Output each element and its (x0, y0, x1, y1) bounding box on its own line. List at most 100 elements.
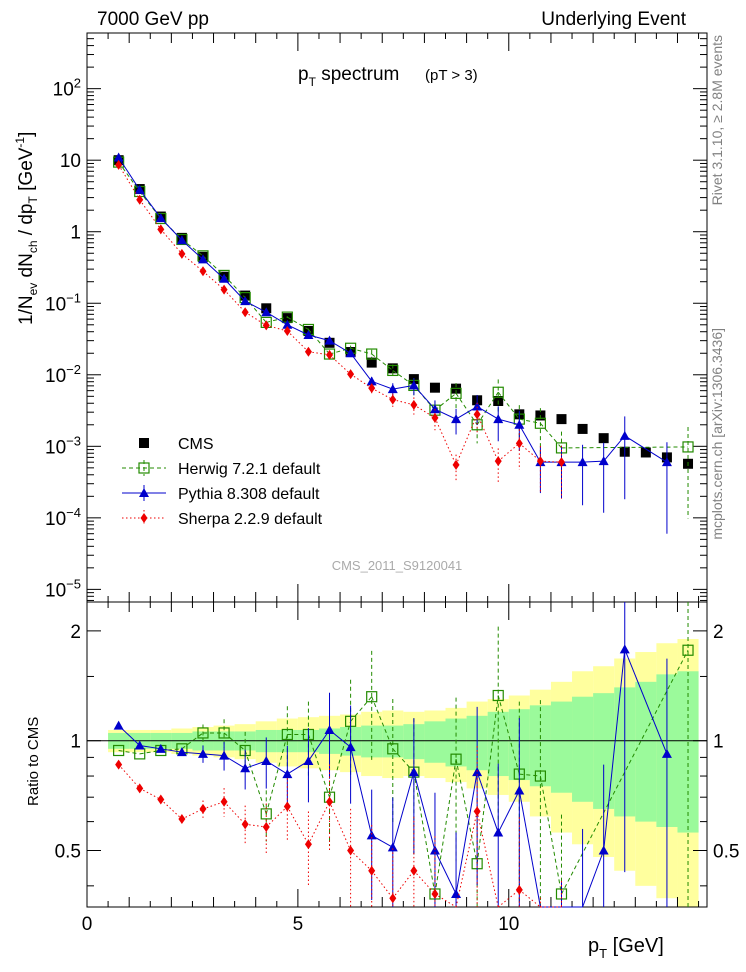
y-tick-label-main: 10−3 (45, 433, 81, 458)
band-green (361, 725, 383, 758)
series-line (434, 417, 457, 466)
data-point (661, 748, 672, 758)
series-line (455, 811, 478, 908)
main-series-pythia (113, 152, 672, 534)
data-point (534, 417, 547, 429)
series-line (139, 189, 162, 219)
y-tick-label-main: 102 (53, 76, 81, 101)
series-line (476, 414, 499, 462)
data-point (197, 727, 209, 739)
series-line (540, 422, 562, 449)
series-line (519, 773, 541, 777)
data-point (303, 329, 314, 339)
series-line (118, 164, 141, 200)
data-point (303, 755, 314, 765)
data-point (492, 689, 504, 702)
series-line (371, 353, 394, 371)
series-line (624, 435, 668, 463)
series-line (329, 354, 351, 375)
series-line (244, 297, 267, 323)
series-line (497, 442, 520, 462)
data-point (368, 383, 376, 394)
main-series-sherpa (115, 159, 565, 499)
y-tick-label-main: 10−4 (45, 505, 81, 530)
data-point (451, 414, 462, 424)
series-line (181, 808, 204, 820)
series-line (539, 775, 562, 895)
data-point (492, 386, 504, 398)
series-line (497, 889, 520, 908)
data-point (199, 266, 207, 277)
series-line (286, 806, 309, 845)
data-point (197, 254, 208, 264)
data-point (408, 380, 419, 390)
series-line (392, 771, 415, 848)
data-point (366, 830, 377, 840)
data-point (155, 743, 166, 753)
series-line (519, 418, 541, 424)
data-point (324, 724, 335, 734)
series-line (202, 801, 225, 810)
data-point (366, 691, 378, 703)
series-line (223, 801, 246, 825)
data-point (368, 865, 376, 876)
data-point (598, 845, 609, 855)
data-point (429, 382, 440, 393)
data-point (410, 865, 418, 876)
data-point (240, 296, 251, 306)
data-point (262, 821, 270, 832)
series-line (266, 316, 288, 323)
legend-marker (140, 513, 148, 523)
data-point (282, 319, 293, 329)
data-point (115, 759, 123, 770)
series-line (392, 748, 415, 773)
data-point (534, 770, 547, 782)
data-point (281, 728, 293, 741)
series-line (118, 157, 141, 191)
data-point (178, 248, 186, 259)
legend: CMS Herwig 7.2.1 default Pythia 8.308 defa… (122, 436, 323, 528)
data-point (619, 430, 630, 440)
x-tick-label: 10 (498, 914, 519, 935)
header-left: 7000 GeV pp (97, 9, 209, 30)
data-point (178, 813, 186, 824)
data-point (219, 750, 230, 760)
series-line (118, 764, 141, 789)
data-point (345, 348, 356, 358)
series-line (223, 275, 246, 298)
series-line (350, 347, 372, 355)
series-line (624, 649, 668, 755)
axes: 10−5 10−4 10−3 10−2 10−1 1 10 102 0.5 0.5 1 1 2 2 0 5 10 (45, 32, 739, 935)
data-point (134, 184, 145, 194)
data-point (473, 806, 481, 817)
legend-label: Sherpa 2.2.9 default (178, 511, 323, 528)
data-point (472, 401, 483, 411)
band-green (593, 693, 615, 809)
y-tick-label-main: 10−5 (45, 576, 81, 601)
data-point (240, 290, 251, 301)
y-tick-label-main: 1 (70, 223, 81, 244)
series-line (603, 435, 626, 462)
series-line (582, 850, 605, 908)
series-line (413, 870, 436, 895)
data-point (220, 796, 228, 807)
series-line (455, 414, 478, 466)
legend-label: CMS (178, 436, 214, 453)
series-line (244, 311, 267, 326)
series-line (497, 790, 520, 833)
y-tick-label-main: 10 (60, 151, 81, 172)
legend-marker (139, 438, 149, 448)
data-point (347, 845, 355, 856)
series-line (160, 229, 183, 255)
data-point (682, 441, 694, 453)
series-line (202, 753, 225, 757)
data-point (598, 456, 609, 466)
series-line (392, 384, 414, 390)
series-line (476, 771, 499, 833)
series-line (160, 799, 183, 820)
series-line (518, 424, 541, 463)
data-point (347, 369, 355, 380)
data-point (113, 720, 124, 730)
data-point (157, 224, 165, 235)
data-point (199, 803, 207, 814)
